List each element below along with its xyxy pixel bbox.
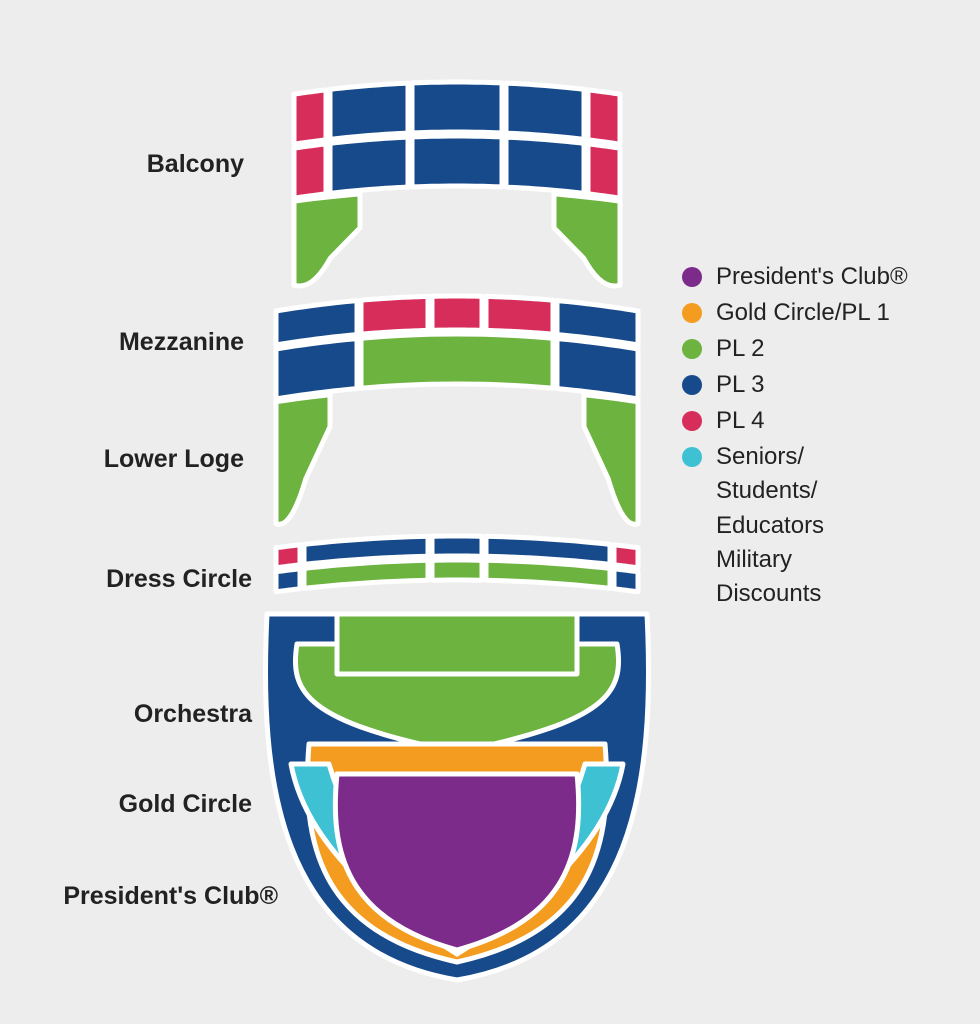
- legend-item: Gold Circle/PL 1: [682, 296, 962, 330]
- label-orchestra: Orchestra: [0, 700, 252, 729]
- balcony-pl3-section: [506, 137, 584, 193]
- balcony-pl2-section: [294, 194, 360, 286]
- balcony-pl3-section: [506, 83, 584, 139]
- legend-item: PL 3: [682, 368, 962, 402]
- legend-swatch: [682, 447, 702, 467]
- seating-chart: Balcony Mezzanine Lower Loge Dress Circl…: [0, 0, 980, 1024]
- dress_circle-pl4-section: [614, 545, 638, 568]
- mezzanine-pl4-section: [361, 296, 428, 334]
- legend-label: PL 3: [716, 368, 764, 402]
- balcony-pl2-section: [554, 194, 620, 286]
- mezzanine-pl2-section: [361, 334, 553, 388]
- label-gold: Gold Circle: [0, 790, 252, 819]
- dress_circle-pl2-section: [486, 560, 610, 588]
- legend-swatch: [682, 375, 702, 395]
- legend-label: PL 4: [716, 404, 764, 438]
- label-lower-loge: Lower Loge: [0, 445, 244, 474]
- balcony-pl3-section: [412, 82, 502, 133]
- dress_circle-pl3-section: [276, 569, 300, 592]
- balcony-pl3-section: [330, 83, 408, 139]
- legend-item: President's Club®: [682, 260, 962, 294]
- dress_circle-pl4-section: [276, 545, 300, 568]
- dress_circle-pl2-section: [304, 560, 428, 588]
- orchestra-pl2_tab: [337, 614, 577, 674]
- balcony-pl4-section: [588, 144, 620, 198]
- label-presidents: President's Club®: [0, 882, 278, 911]
- lower_loge-pl2-section: [584, 395, 638, 525]
- mezzanine-pl4-section: [486, 296, 553, 334]
- mezzanine-pl3-section: [276, 339, 357, 399]
- legend-label: PL 2: [716, 332, 764, 366]
- legend-swatch: [682, 339, 702, 359]
- legend-item: PL 2: [682, 332, 962, 366]
- label-dress: Dress Circle: [0, 565, 252, 594]
- balcony-pl3-section: [412, 136, 502, 187]
- mezzanine-pl3-section: [557, 339, 638, 399]
- label-balcony: Balcony: [0, 150, 244, 179]
- balcony-pl4-section: [294, 90, 326, 144]
- label-mezzanine: Mezzanine: [0, 328, 244, 357]
- legend-item: Seniors/ Students/ Educators Military Di…: [682, 440, 962, 610]
- dress_circle-pl3-section: [614, 569, 638, 592]
- mezzanine-pl4-section: [432, 296, 482, 330]
- legend-item: PL 4: [682, 404, 962, 438]
- legend-swatch: [682, 411, 702, 431]
- legend-swatch: [682, 303, 702, 323]
- legend-label: Seniors/ Students/ Educators Military Di…: [716, 440, 824, 610]
- legend-label: Gold Circle/PL 1: [716, 296, 890, 330]
- lower_loge-pl2-section: [276, 395, 330, 525]
- dress_circle-pl2-section: [432, 560, 482, 580]
- balcony-pl4-section: [294, 144, 326, 198]
- balcony-pl4-section: [588, 90, 620, 144]
- dress_circle-pl3-section: [432, 536, 482, 556]
- legend-label: President's Club®: [716, 260, 908, 294]
- balcony-pl3-section: [330, 137, 408, 193]
- legend-swatch: [682, 267, 702, 287]
- legend: President's Club®Gold Circle/PL 1PL 2PL …: [682, 260, 962, 613]
